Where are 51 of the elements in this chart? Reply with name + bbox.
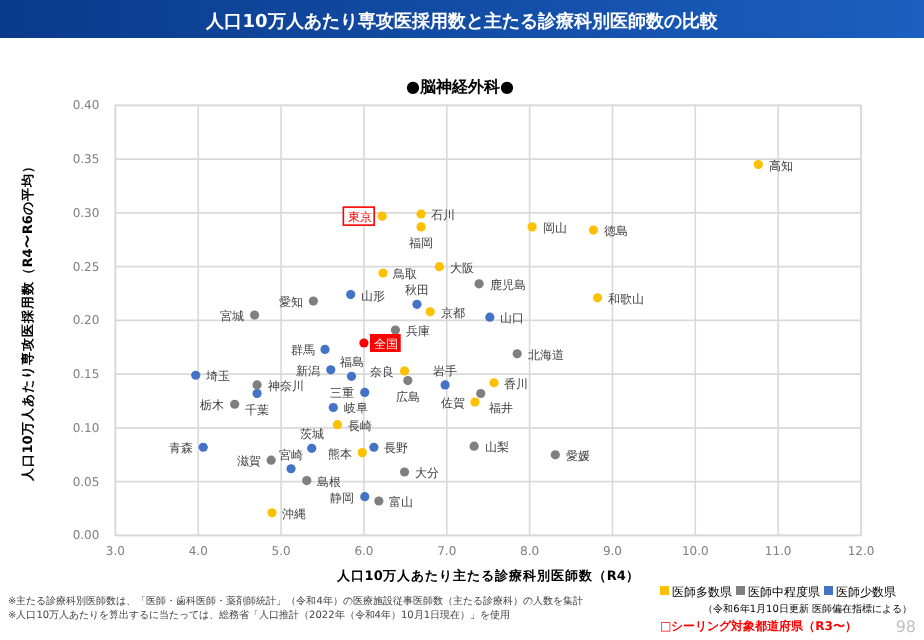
point bbox=[266, 455, 276, 465]
point bbox=[346, 371, 357, 381]
point bbox=[512, 349, 522, 359]
point bbox=[328, 402, 338, 413]
point bbox=[230, 399, 240, 409]
point bbox=[307, 443, 317, 453]
point bbox=[359, 338, 369, 348]
point bbox=[390, 325, 401, 335]
point bbox=[485, 312, 495, 322]
point bbox=[302, 475, 312, 486]
point bbox=[399, 467, 410, 477]
point bbox=[416, 222, 426, 232]
point bbox=[191, 370, 201, 380]
point bbox=[360, 492, 370, 502]
text: 98 bbox=[895, 618, 916, 636]
point bbox=[326, 365, 336, 375]
point bbox=[440, 380, 450, 390]
point bbox=[320, 344, 330, 355]
point bbox=[489, 378, 499, 388]
point bbox=[469, 441, 479, 451]
point bbox=[308, 296, 318, 306]
point bbox=[332, 420, 343, 430]
point bbox=[403, 376, 413, 386]
point bbox=[474, 279, 484, 289]
point bbox=[476, 388, 486, 399]
point bbox=[425, 307, 435, 317]
point bbox=[527, 222, 537, 232]
point bbox=[377, 211, 387, 221]
point bbox=[249, 310, 260, 320]
point bbox=[550, 450, 560, 460]
chart-title: 人口10万人あたり専攻医採用数と主たる診療科別医師数の比較 bbox=[204, 11, 720, 33]
point bbox=[470, 397, 480, 407]
point bbox=[198, 442, 208, 452]
point bbox=[252, 380, 262, 390]
chart-subtitle: ●脳神経外科● bbox=[406, 78, 514, 96]
point bbox=[374, 496, 384, 506]
point bbox=[434, 262, 444, 272]
point bbox=[416, 209, 426, 219]
point bbox=[346, 290, 356, 300]
point bbox=[378, 268, 388, 278]
point bbox=[360, 387, 370, 398]
point bbox=[286, 464, 296, 474]
point bbox=[588, 225, 599, 235]
point bbox=[252, 388, 262, 399]
point bbox=[267, 508, 277, 518]
point bbox=[592, 293, 603, 303]
point bbox=[369, 442, 379, 452]
point bbox=[357, 448, 367, 458]
point bbox=[399, 366, 410, 376]
point bbox=[753, 159, 763, 170]
point bbox=[412, 299, 422, 309]
